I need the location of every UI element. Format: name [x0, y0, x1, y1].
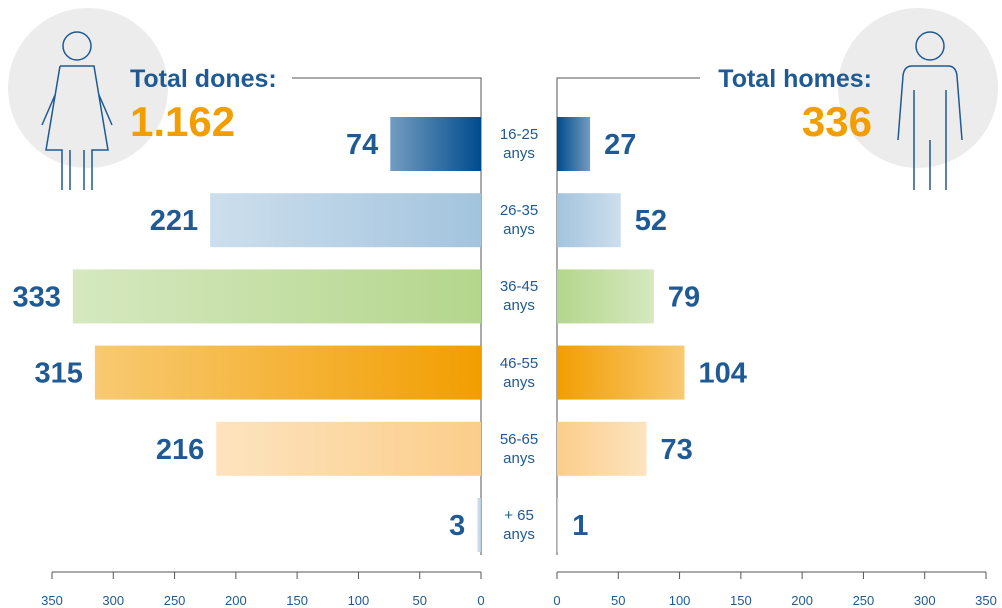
bar [557, 269, 654, 324]
bar [557, 498, 559, 552]
value-label: 221 [150, 205, 198, 237]
bar [557, 421, 647, 476]
value-label: 333 [12, 281, 60, 313]
x-tick-label: 50 [412, 593, 426, 608]
value-label: 79 [668, 281, 700, 313]
value-label: 315 [35, 358, 83, 390]
value-label: 3 [449, 510, 465, 542]
category-label: 16-25 anys [499, 126, 539, 162]
bar [390, 117, 481, 171]
bar [557, 117, 591, 171]
x-tick-label: 100 [669, 593, 691, 608]
bar [94, 345, 482, 400]
bar [477, 498, 481, 552]
bar [557, 345, 685, 400]
right-total: 336 [802, 98, 872, 145]
x-tick-label: 50 [611, 593, 625, 608]
x-tick-label: 350 [41, 593, 63, 608]
category-label: 56-65 anys [499, 430, 539, 467]
bar [557, 193, 621, 248]
icon-bg [838, 8, 998, 168]
category-label: 26-35 anys [499, 202, 539, 239]
man-icon [897, 31, 963, 190]
value-label: 27 [604, 129, 636, 161]
left-title: Total dones: [130, 65, 277, 93]
bar [210, 193, 482, 248]
category-label: + 65 anys [503, 507, 535, 543]
x-tick-label: 0 [477, 593, 484, 608]
x-tick-label: 200 [225, 593, 247, 608]
x-tick-label: 250 [853, 593, 875, 608]
x-tick-label: 350 [975, 593, 997, 608]
value-label: 1 [572, 510, 588, 542]
x-tick-label: 300 [914, 593, 936, 608]
value-label: 104 [698, 358, 746, 390]
category-label: 36-45 anys [499, 278, 539, 315]
right-title: Total homes: [718, 65, 872, 93]
x-tick-label: 0 [553, 593, 560, 608]
value-label: 73 [660, 434, 692, 466]
x-tick-label: 150 [730, 593, 752, 608]
bar [72, 269, 481, 324]
value-label: 74 [346, 129, 378, 161]
x-tick-label: 250 [164, 593, 186, 608]
bar [216, 421, 481, 476]
icon-bg [8, 8, 168, 168]
x-tick-label: 300 [102, 593, 124, 608]
woman-icon [41, 31, 113, 190]
x-tick-label: 100 [348, 593, 370, 608]
category-label: 46-55 anys [499, 354, 539, 391]
x-tick-label: 150 [286, 593, 308, 608]
left-total: 1.162 [130, 98, 235, 145]
x-tick-label: 200 [791, 593, 813, 608]
value-label: 52 [635, 205, 667, 237]
value-label: 216 [156, 434, 204, 466]
